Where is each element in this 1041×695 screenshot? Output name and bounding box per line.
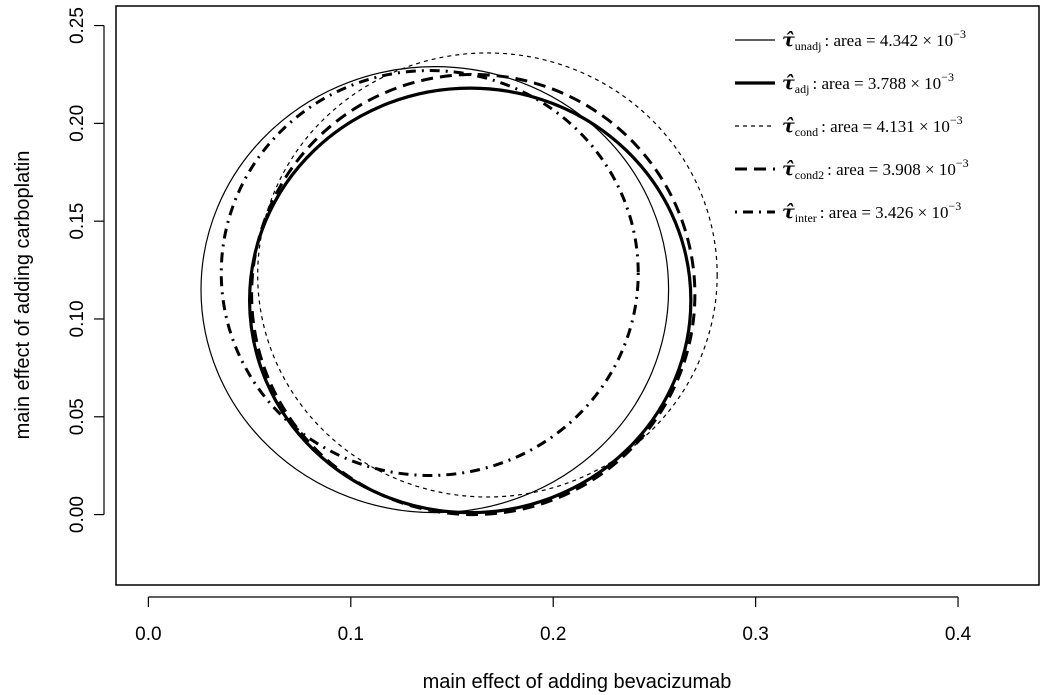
ellipse-inter <box>219 69 640 477</box>
legend-area: : area = 4.342 × 10 <box>824 31 953 50</box>
legend-label-cond2: τ̂cond2: area = 3.908 × 10−3 <box>782 156 969 182</box>
legend-area: : area = 4.131 × 10 <box>821 117 950 136</box>
ellipse-cond2 <box>250 72 697 517</box>
legend-area: : area = 3.908 × 10 <box>827 160 956 179</box>
x-tick-label: 0.1 <box>338 624 364 645</box>
legend-exponent: −3 <box>941 70 954 84</box>
confidence-ellipses <box>200 52 718 517</box>
legend-symbol: τ̂ <box>782 115 795 137</box>
plot-frame <box>115 5 1040 586</box>
legend-subscript: cond <box>795 125 818 139</box>
x-tick-label: 0.2 <box>540 624 566 645</box>
x-axis-title: main effect of adding bevacizumab <box>423 671 732 693</box>
legend-symbol: τ̂ <box>782 158 795 180</box>
legend-subscript: cond2 <box>795 168 824 182</box>
y-tick-label: 0.05 <box>67 398 88 435</box>
y-tick-label: 0.10 <box>67 300 88 337</box>
legend-label-inter: τ̂inter: area = 3.426 × 10−3 <box>782 199 961 225</box>
ellipse-unadj <box>200 66 670 514</box>
legend-subscript: inter <box>795 211 817 225</box>
y-tick-label: 0.25 <box>67 7 88 44</box>
legend-exponent: −3 <box>956 156 969 170</box>
x-tick-label: 0.0 <box>135 624 161 645</box>
legend-exponent: −3 <box>953 27 966 41</box>
x-tick-label: 0.4 <box>945 624 972 645</box>
x-tick-label: 0.3 <box>742 624 768 645</box>
legend-subscript: unadj <box>795 39 822 53</box>
y-tick-label: 0.15 <box>67 203 88 240</box>
y-tick-label: 0.20 <box>67 105 88 142</box>
legend-subscript: adj <box>795 82 810 96</box>
legend-exponent: −3 <box>949 199 962 213</box>
y-tick-label: 0.00 <box>67 496 88 533</box>
legend-exponent: −3 <box>950 113 963 127</box>
legend-symbol: τ̂ <box>782 29 795 51</box>
legend-label-unadj: τ̂unadj: area = 4.342 × 10−3 <box>782 27 966 53</box>
legend-label-cond: τ̂cond: area = 4.131 × 10−3 <box>782 113 963 139</box>
y-axis-title: main effect of adding carboplatin <box>12 151 34 440</box>
legend: τ̂unadj: area = 4.342 × 10−3τ̂adj: area … <box>735 27 969 225</box>
x-axis: 0.0 0.1 0.2 0.3 0.4 <box>135 596 972 645</box>
legend-label-adj: τ̂adj: area = 3.788 × 10−3 <box>782 70 954 96</box>
legend-symbol: τ̂ <box>782 201 795 223</box>
legend-symbol: τ̂ <box>782 72 795 94</box>
legend-area: : area = 3.788 × 10 <box>812 74 941 93</box>
y-axis: 0.00 0.05 0.10 0.15 0.20 0.25 <box>67 7 105 533</box>
ellipse-adj <box>247 86 693 515</box>
ellipse-cond <box>257 52 718 498</box>
legend-area: : area = 3.426 × 10 <box>820 203 949 222</box>
